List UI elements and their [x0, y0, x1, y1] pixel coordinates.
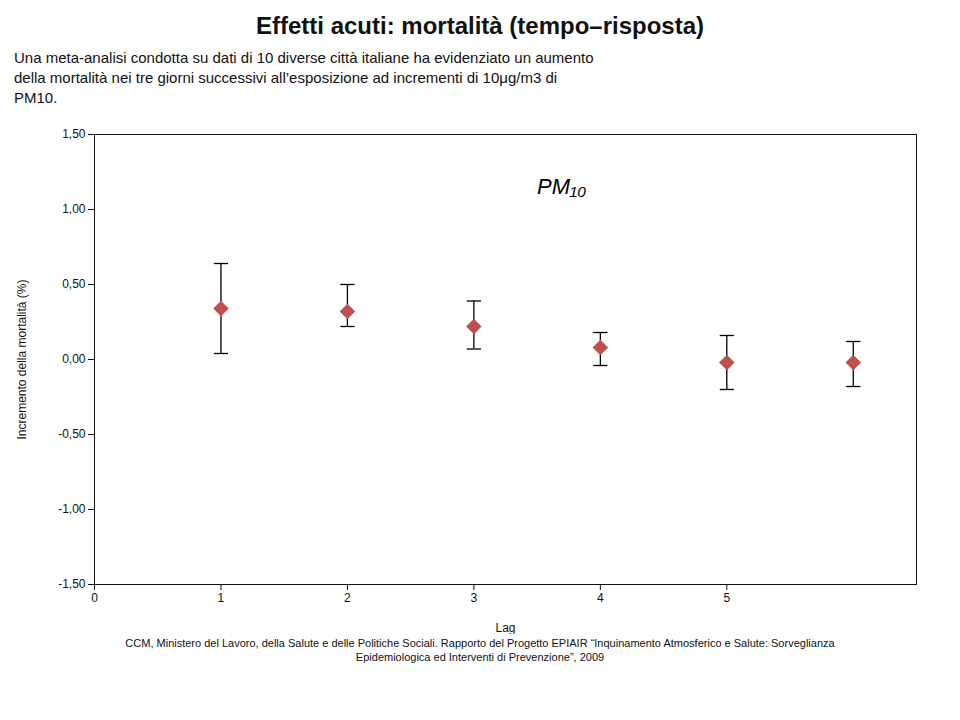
svg-text:0,50: 0,50 — [62, 277, 86, 291]
svg-text:-1,00: -1,00 — [58, 502, 86, 516]
svg-text:Incremento della mortalità (%): Incremento della mortalità (%) — [15, 279, 29, 439]
svg-text:1: 1 — [218, 591, 225, 605]
svg-text:5: 5 — [723, 591, 730, 605]
html-text:Una meta-analisi condotta su d: Una meta-analisi condotta su dati di 10 … — [14, 49, 594, 66]
html-text:Effetti acuti: mortalità (temp: Effetti acuti: mortalità (tempo–risposta… — [256, 12, 704, 39]
svg-text:2: 2 — [344, 591, 351, 605]
svg-text:PM₁₀: PM₁₀ — [537, 174, 586, 199]
svg-text:1,50: 1,50 — [62, 127, 86, 141]
svg-text:4: 4 — [597, 591, 604, 605]
html-text:della mortalità nei tre giorni: della mortalità nei tre giorni successiv… — [14, 69, 558, 86]
html-text:PM10.: PM10. — [14, 89, 58, 106]
svg-text:0,00: 0,00 — [62, 352, 86, 366]
html-text:CCM, Ministero del Lavoro, del: CCM, Ministero del Lavoro, della Salute … — [125, 637, 835, 649]
svg-text:1,00: 1,00 — [62, 202, 86, 216]
svg-text:-0,50: -0,50 — [58, 427, 86, 441]
html-text:Epidemiologica ed Interventi d: Epidemiologica ed Interventi di Prevenzi… — [355, 651, 605, 663]
svg-text:-1,50: -1,50 — [58, 577, 86, 591]
svg-text:0: 0 — [91, 591, 98, 605]
svg-text:3: 3 — [471, 591, 478, 605]
svg-text:Lag: Lag — [495, 621, 515, 635]
